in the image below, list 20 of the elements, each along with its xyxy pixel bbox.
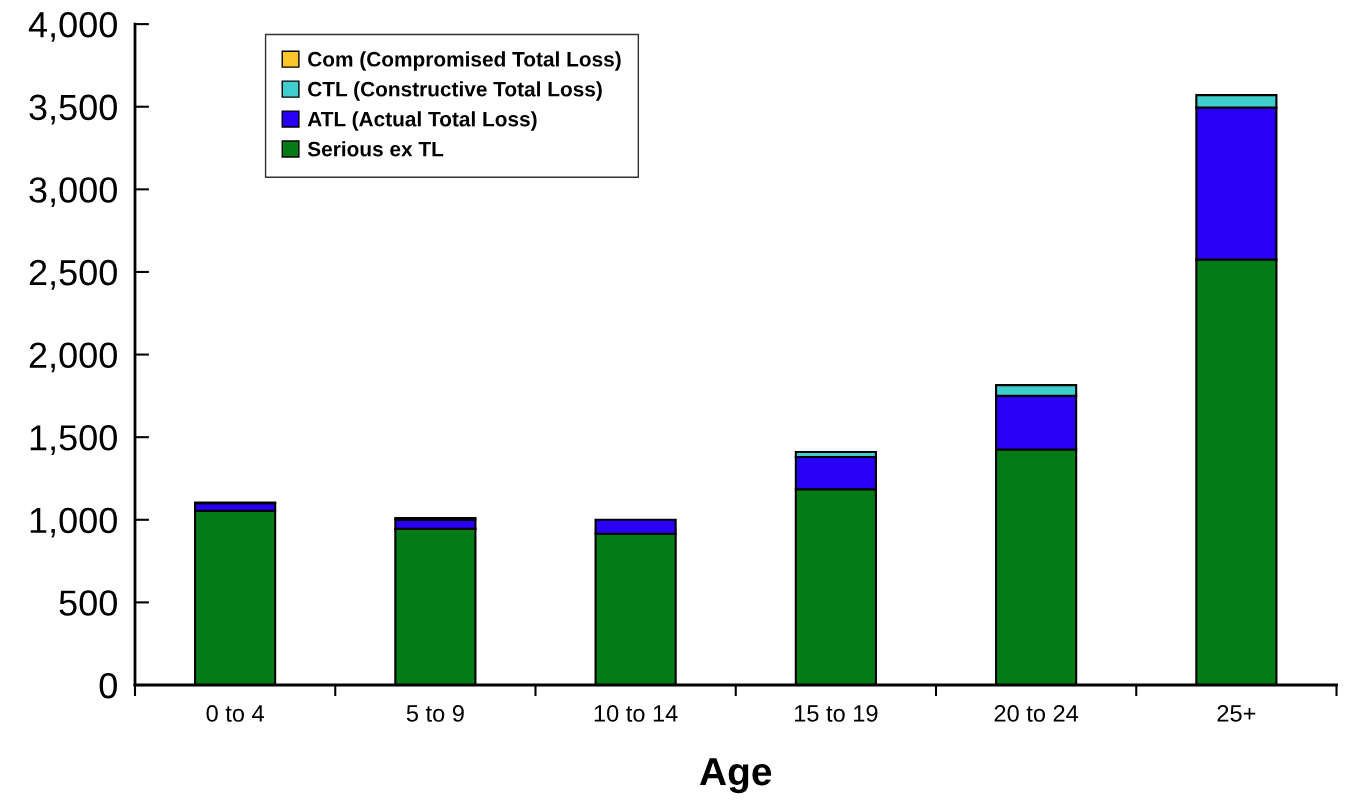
x-tick-label: 15 to 19 <box>795 705 878 722</box>
y-tick-label: 500 <box>59 590 117 616</box>
x-tick-label: 20 to 24 <box>994 705 1079 722</box>
y-tick-label: 3,000 <box>29 177 117 208</box>
y-tick-label: 0 <box>99 672 117 699</box>
x-tick-label: 25+ <box>1217 705 1256 722</box>
y-tick-label: 4,000 <box>28 11 117 42</box>
x-tick-label: 10 to 14 <box>594 705 678 722</box>
y-tick-label: 2,500 <box>29 259 117 290</box>
y-tick-label: 1,500 <box>30 425 117 455</box>
y-tick-label: 1,000 <box>30 507 117 538</box>
x-tick-label: 0 to 4 <box>206 705 264 722</box>
x-tick-label: 5 to 9 <box>406 705 464 722</box>
legend-label: CTL (Constructive Total Loss) <box>308 81 602 101</box>
legend-label: Serious ex TL <box>307 141 444 157</box>
y-tick-label: 3,500 <box>29 94 117 125</box>
x-axis-title: Age <box>699 758 772 794</box>
legend-label: ATL (Actual Total Loss) <box>307 111 537 131</box>
legend-label: Com (Compromised Total Loss) <box>308 51 621 71</box>
y-tick-label: 2,000 <box>29 342 117 373</box>
